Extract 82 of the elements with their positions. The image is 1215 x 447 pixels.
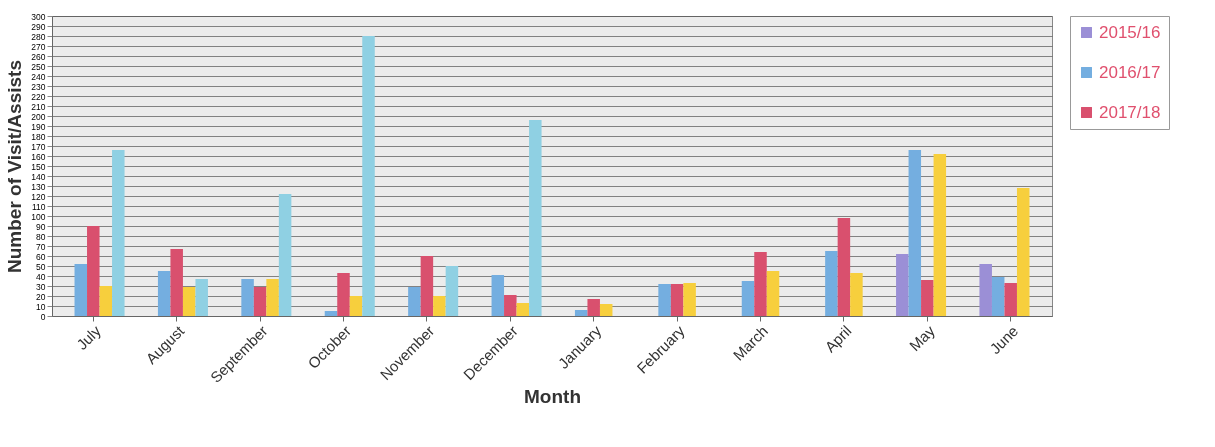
y-tick-label: 190 [31,121,46,132]
x-tick-label: July [73,321,105,353]
bar [420,256,434,316]
y-tick-label: 90 [36,221,46,232]
y-tick-label: 240 [31,71,46,82]
bar [491,275,505,316]
y-tick-label: 70 [36,241,46,252]
y-tick-label: 30 [36,281,46,292]
y-tick-label: 290 [31,21,46,32]
y-tick-label: 10 [36,301,46,312]
bar [850,273,863,316]
bar [896,254,909,316]
bar [766,271,780,316]
bar [87,226,100,316]
bar [195,279,208,316]
x-tick-label: May [905,321,939,355]
y-tick-label: 120 [31,191,46,202]
y-tick-label: 200 [31,111,46,122]
y-tick-label: 220 [31,91,46,102]
bar [266,279,279,316]
bar [349,296,363,316]
bar [587,299,600,316]
bar [408,287,421,316]
y-tick-label: 20 [36,291,46,302]
x-axis-title: Month [524,385,581,407]
bar [112,150,125,316]
bar [754,252,767,316]
y-tick-label: 170 [31,141,46,152]
bar [433,296,446,316]
bar [253,287,267,316]
bar [908,150,922,316]
bar [921,280,934,316]
bar [1004,283,1017,316]
y-tick-label: 250 [31,61,46,72]
bar [99,286,113,316]
y-tick-label: 160 [31,151,46,162]
bar [933,154,947,316]
bar [504,295,517,316]
y-tick-label: 180 [31,131,46,142]
y-tick-label: 270 [31,41,46,52]
y-tick-label: 150 [31,161,46,172]
y-tick-label: 0 [40,311,46,322]
bar [574,310,588,316]
y-tick-label: 280 [31,31,46,42]
legend-label: 2016/17 [1099,62,1161,82]
bar [241,279,254,316]
y-tick-label: 130 [31,181,46,192]
bar [683,283,696,316]
bar [529,120,542,316]
bar [658,284,671,316]
bar [324,311,338,316]
y-tick-label: 80 [36,231,46,242]
bar [337,273,350,316]
bar [670,284,684,316]
bar [599,304,613,316]
bar [991,277,1005,316]
y-tick-label: 260 [31,51,46,62]
bar [445,266,459,316]
bar [516,303,530,316]
y-axis-title: Number of Visit/Assists [4,60,26,273]
bar [837,218,851,316]
bar [278,194,292,316]
bar [741,281,755,316]
y-tick-label: 110 [31,201,46,212]
y-tick-label: 60 [36,251,46,262]
y-tick-label: 40 [36,271,46,282]
y-tick-label: 50 [36,261,46,272]
y-tick-label: 140 [31,171,46,182]
bar [979,264,992,316]
bar [157,271,171,316]
legend-label: 2015/16 [1099,22,1161,42]
y-tick-label: 100 [31,211,46,222]
bar [170,249,183,316]
legend-label: 2017/18 [1099,102,1161,122]
bar [182,287,196,316]
bar [362,36,375,316]
bar [1016,188,1030,316]
bar [825,251,838,316]
bar [74,264,88,316]
y-tick-label: 210 [31,101,46,112]
y-tick-label: 300 [31,11,46,22]
y-tick-label: 230 [31,81,46,92]
